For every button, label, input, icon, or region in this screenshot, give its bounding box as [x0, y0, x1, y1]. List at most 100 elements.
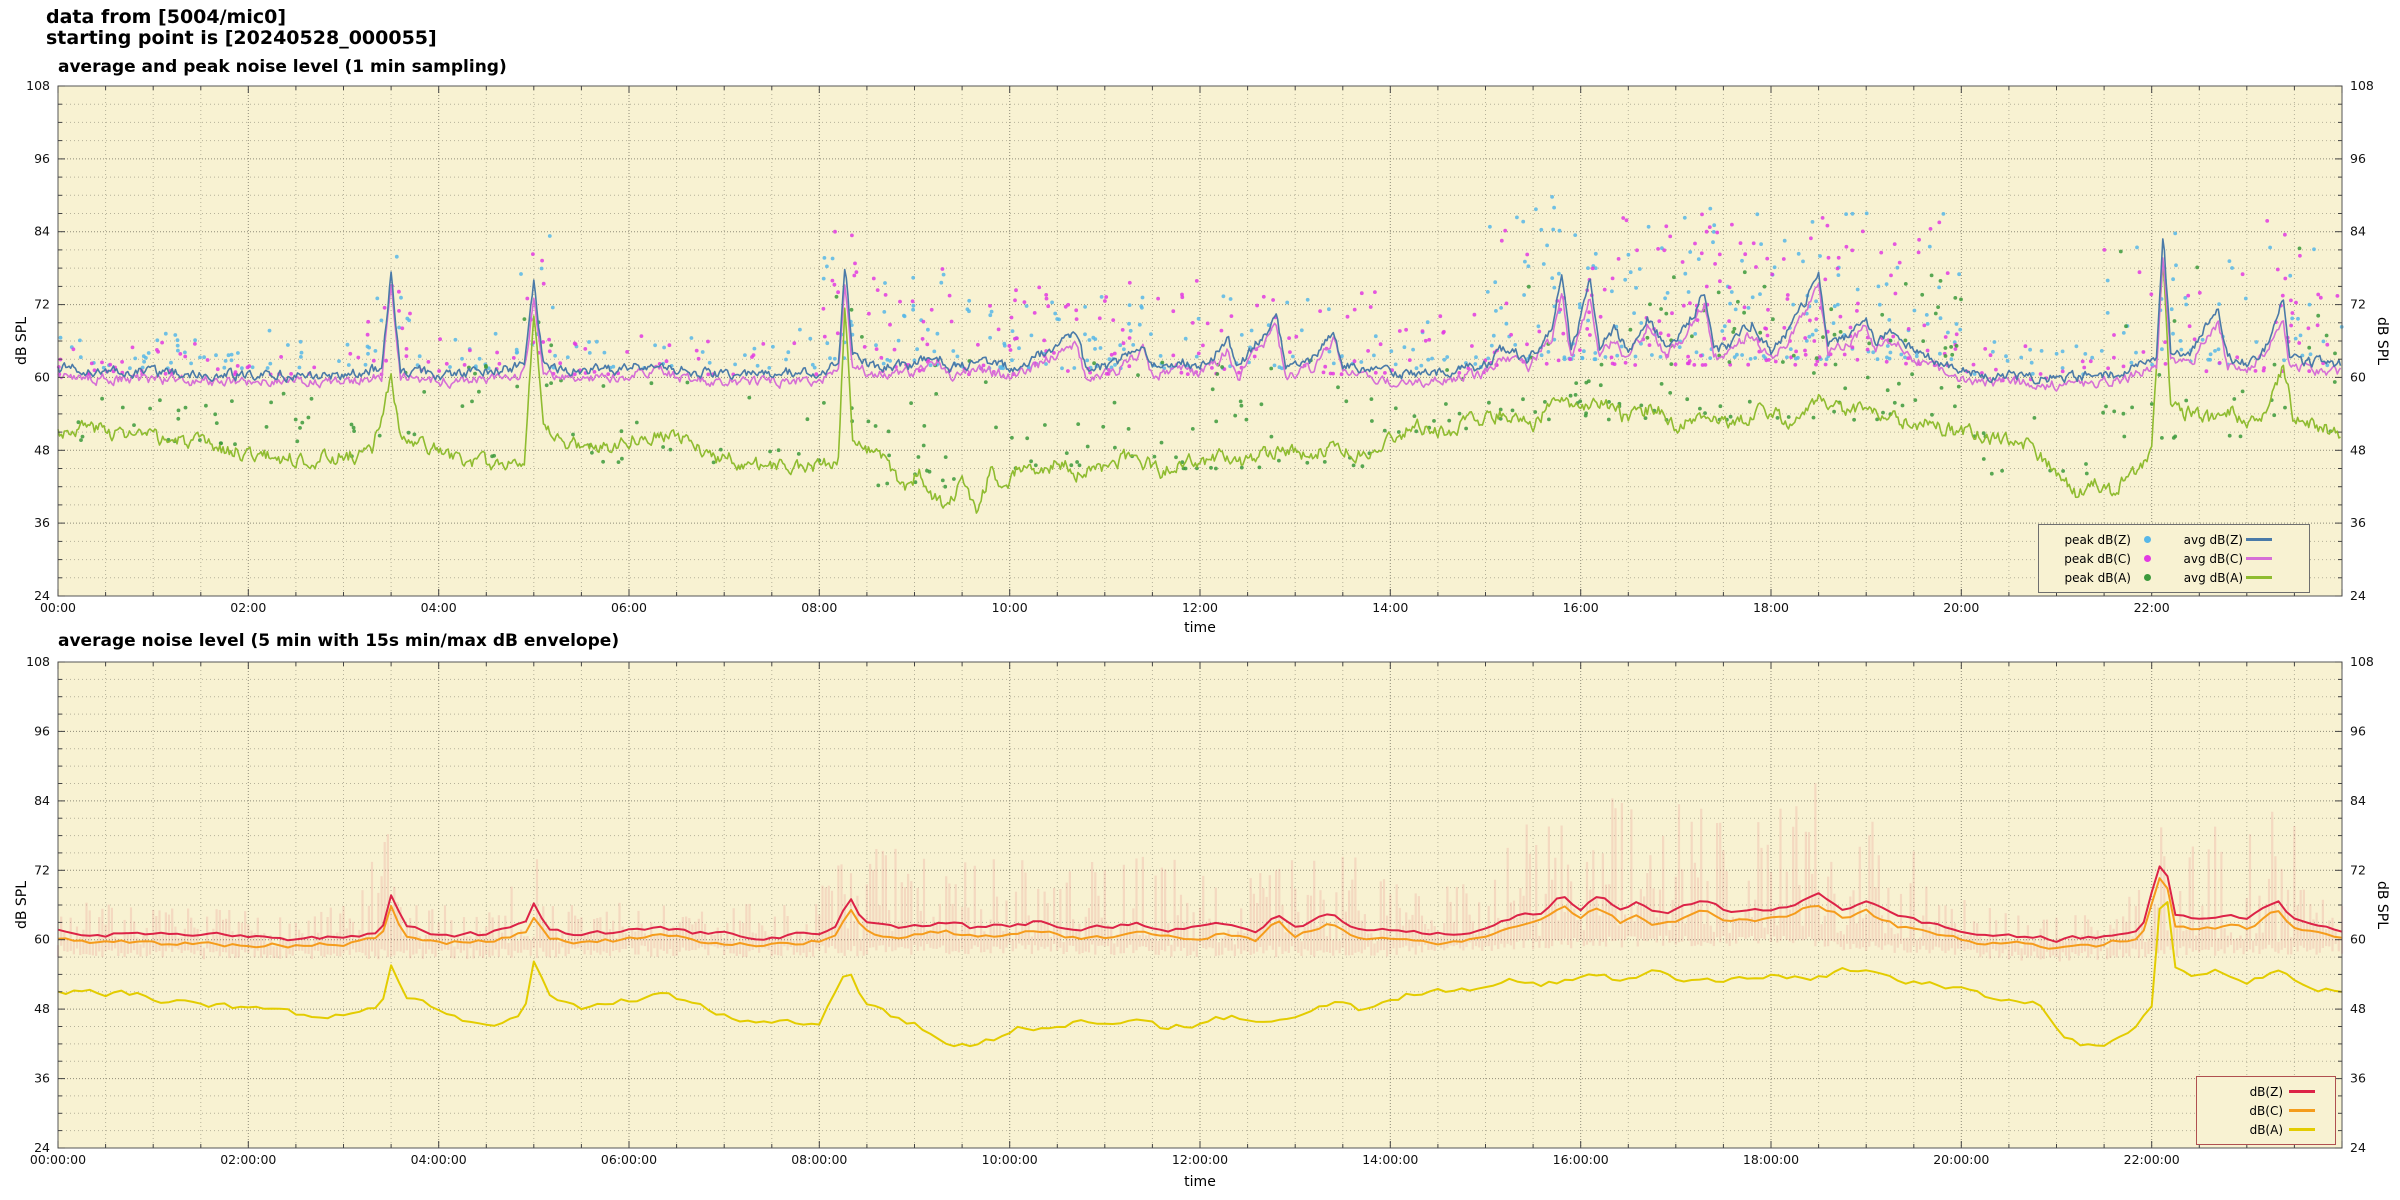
dba-line-icon	[2289, 1128, 2315, 1131]
chart-area-0: 00:00 02:00 04:00 06:00 08:00 10:00 12:00 14:00…	[26, 78, 2374, 615]
chart1-legend: peak dB(Z) avg dB(Z) peak dB(C) avg dB(C…	[2038, 524, 2310, 593]
svg-text:108: 108	[26, 78, 50, 93]
svg-text:108: 108	[2350, 78, 2374, 93]
svg-text:20:00:00: 20:00:00	[1933, 1152, 1989, 1167]
svg-text:48: 48	[2350, 1001, 2366, 1016]
svg-text:08:00: 08:00	[801, 600, 837, 615]
legend-label-dbc: dB(C)	[2249, 1103, 2283, 1118]
svg-text:02:00:00: 02:00:00	[220, 1152, 276, 1167]
svg-text:84: 84	[34, 224, 50, 239]
svg-text:06:00: 06:00	[611, 600, 647, 615]
svg-text:72: 72	[2350, 862, 2366, 877]
svg-text:84: 84	[2350, 224, 2366, 239]
chart2-legend: dB(Z) dB(C) dB(A)	[2196, 1076, 2336, 1145]
legend-row: peak dB(A) avg dB(A)	[2047, 568, 2301, 587]
avg-dbz-line-icon	[2246, 538, 2272, 541]
svg-text:16:00:00: 16:00:00	[1553, 1152, 1609, 1167]
svg-text:24: 24	[2350, 1140, 2366, 1155]
legend-row: dB(Z)	[2205, 1082, 2327, 1101]
svg-text:02:00: 02:00	[230, 600, 266, 615]
chart2-xlabel: time	[1184, 1174, 1216, 1190]
dbc-line-icon	[2289, 1109, 2315, 1112]
series-peak-db-a-	[76, 246, 2337, 489]
header-line2: starting point is [20240528_000055]	[46, 27, 437, 49]
svg-text:18:00:00: 18:00:00	[1743, 1152, 1799, 1167]
svg-text:96: 96	[34, 723, 50, 738]
series-avg-db-a-	[57, 261, 2341, 514]
chart1-ylabel-right: dB SPL	[2374, 316, 2390, 366]
svg-text:72: 72	[34, 297, 50, 312]
svg-text:96: 96	[34, 151, 50, 166]
svg-text:48: 48	[2350, 442, 2366, 457]
svg-text:12:00: 12:00	[1182, 600, 1218, 615]
svg-text:22:00:00: 22:00:00	[2124, 1152, 2180, 1167]
svg-text:24: 24	[34, 1140, 50, 1155]
svg-text:108: 108	[26, 654, 50, 669]
chart2-ylabel-right: dB SPL	[2374, 880, 2390, 930]
header-line1: data from [5004/mic0]	[46, 6, 287, 28]
series-db-z-	[57, 865, 2343, 943]
svg-text:36: 36	[2350, 515, 2366, 530]
svg-text:24: 24	[34, 588, 50, 603]
axis-labels: 00:00:00 02:00:00 04:00:00 06:00:00 08:00:00…	[26, 654, 2374, 1167]
svg-text:00:00: 00:00	[40, 600, 76, 615]
svg-text:14:00:00: 14:00:00	[1362, 1152, 1418, 1167]
svg-text:60: 60	[34, 369, 50, 384]
chart-area-1: 00:00:00 02:00:00 04:00:00 06:00:00 08:00:00…	[26, 654, 2374, 1167]
series-peak-db-z-	[58, 195, 2344, 377]
avg-dbc-line-icon	[2246, 557, 2272, 560]
axis-labels: 00:00 02:00 04:00 06:00 08:00 10:00 12:00 14:00…	[26, 78, 2374, 615]
series-avg-db-c-	[57, 257, 2342, 392]
legend-row: peak dB(Z) avg dB(Z)	[2047, 530, 2301, 549]
avg-dba-line-icon	[2246, 576, 2272, 579]
svg-text:72: 72	[2350, 297, 2366, 312]
svg-text:48: 48	[34, 1001, 50, 1016]
svg-text:60: 60	[34, 932, 50, 947]
legend-label-peak-dbz: peak dB(Z)	[2064, 532, 2131, 547]
legend-label-dba: dB(A)	[2249, 1122, 2283, 1137]
peak-dbc-dot-icon	[2143, 555, 2151, 562]
svg-text:36: 36	[34, 515, 50, 530]
svg-text:18:00: 18:00	[1753, 600, 1789, 615]
legend-label-peak-dbc: peak dB(C)	[2064, 551, 2131, 566]
svg-text:96: 96	[2350, 723, 2366, 738]
peak-dba-dot-icon	[2143, 574, 2151, 581]
svg-text:60: 60	[2350, 932, 2366, 947]
svg-text:36: 36	[2350, 1071, 2366, 1086]
legend-label-avg-dba: avg dB(A)	[2183, 570, 2243, 585]
series-15s-min-max-envelope	[56, 783, 2344, 962]
svg-text:36: 36	[34, 1071, 50, 1086]
svg-text:48: 48	[34, 442, 50, 457]
chart1-ylabel-left: dB SPL	[14, 316, 30, 366]
chart1-title: average and peak noise level (1 min samp…	[58, 57, 507, 77]
axis-ticks	[57, 661, 2343, 1149]
svg-text:10:00:00: 10:00:00	[982, 1152, 1038, 1167]
legend-label-dbz: dB(Z)	[2249, 1084, 2283, 1099]
svg-text:72: 72	[34, 862, 50, 877]
svg-text:22:00: 22:00	[2134, 600, 2170, 615]
svg-text:60: 60	[2350, 369, 2366, 384]
axis-ticks	[57, 85, 2343, 597]
svg-text:84: 84	[2350, 793, 2366, 808]
series-db-c-	[57, 877, 2343, 950]
svg-text:10:00: 10:00	[992, 600, 1028, 615]
svg-text:16:00: 16:00	[1563, 600, 1599, 615]
svg-text:06:00:00: 06:00:00	[601, 1152, 657, 1167]
svg-text:84: 84	[34, 793, 50, 808]
legend-label-peak-dba: peak dB(A)	[2064, 570, 2131, 585]
svg-text:20:00: 20:00	[1943, 600, 1979, 615]
legend-row: dB(C)	[2205, 1101, 2327, 1120]
legend-label-avg-dbz: avg dB(Z)	[2183, 532, 2243, 547]
svg-text:12:00:00: 12:00:00	[1172, 1152, 1228, 1167]
chart2-title: average noise level (5 min with 15s min/…	[58, 631, 620, 651]
svg-text:00:00:00: 00:00:00	[30, 1152, 86, 1167]
svg-text:04:00: 04:00	[421, 600, 457, 615]
svg-text:108: 108	[2350, 654, 2374, 669]
series-db-a-	[57, 901, 2343, 1048]
peak-dbz-dot-icon	[2143, 536, 2151, 543]
grid	[57, 85, 2343, 597]
svg-text:24: 24	[2350, 588, 2366, 603]
svg-text:04:00:00: 04:00:00	[411, 1152, 467, 1167]
chart1-xlabel: time	[1184, 620, 1216, 636]
